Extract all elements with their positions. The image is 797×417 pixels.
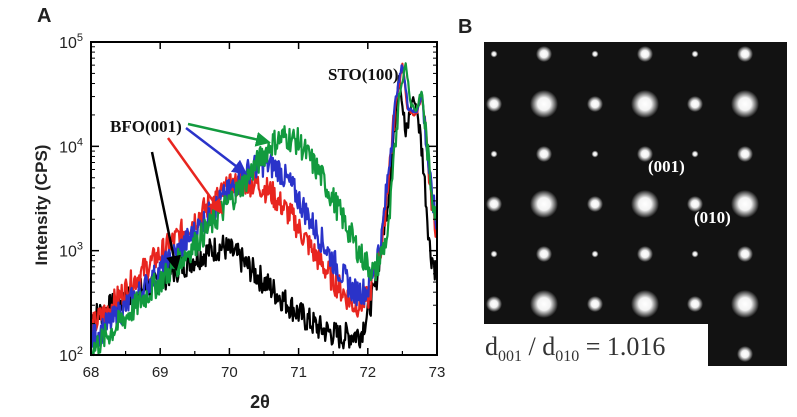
bfo-annotation: BFO(001) <box>110 117 182 136</box>
diffraction-spot <box>591 150 599 158</box>
bfo-arrow-1 <box>150 151 181 271</box>
x-tick-label: 70 <box>221 364 238 381</box>
diffraction-spot <box>490 150 498 158</box>
x-axis-label: 2θ <box>250 392 270 412</box>
diffraction-spot <box>587 296 603 312</box>
diffraction-spot <box>490 250 498 258</box>
tick-layer: 68 69 70 71 72 73 102 103 104 105 <box>59 32 445 381</box>
diffraction-spot <box>530 190 558 218</box>
diffraction-spot <box>637 146 653 162</box>
sto-annotation: STO(100) <box>328 65 399 84</box>
spot-label-001: (001) <box>648 157 685 176</box>
diffraction-spot <box>731 290 759 318</box>
diffraction-spot <box>486 296 502 312</box>
y-tick-label: 103 <box>59 241 83 261</box>
diffraction-spot <box>687 96 703 112</box>
diffraction-pattern <box>484 42 787 366</box>
y-tick-label: 105 <box>59 32 83 52</box>
diffraction-spot <box>536 46 552 62</box>
diffraction-spot <box>737 146 753 162</box>
diffraction-spot <box>737 346 753 362</box>
diffraction-spot <box>591 50 599 58</box>
diffraction-spot <box>691 250 699 258</box>
diffraction-spot <box>637 46 653 62</box>
diffraction-spot <box>737 246 753 262</box>
diffraction-spot <box>631 90 659 118</box>
bfo-arrow-4 <box>187 122 271 147</box>
y-tick-label: 104 <box>59 136 83 156</box>
bfo-arrow-3 <box>185 127 248 175</box>
diffraction-spot <box>587 196 603 212</box>
x-tick-label: 69 <box>152 364 169 381</box>
diffraction-spot <box>731 90 759 118</box>
diffraction-spot <box>637 246 653 262</box>
diffraction-spot <box>687 296 703 312</box>
panel-b-label: B <box>458 16 473 38</box>
diffraction-spot <box>731 190 759 218</box>
series-line-3 <box>89 64 438 349</box>
diffraction-spot <box>587 96 603 112</box>
diffraction-spot <box>536 146 552 162</box>
x-tick-label: 73 <box>429 364 446 381</box>
diffraction-spot <box>691 150 699 158</box>
spot-label-010: (010) <box>694 208 731 227</box>
diffraction-spot <box>631 290 659 318</box>
diffraction-spot <box>486 196 502 212</box>
arrow-layer <box>150 122 271 271</box>
diffraction-spot <box>490 50 498 58</box>
diffraction-spot <box>737 46 753 62</box>
diffraction-spot <box>530 290 558 318</box>
ratio-box <box>476 324 708 368</box>
x-tick-label: 68 <box>83 364 100 381</box>
d-spacing-ratio: d001 / d010 = 1.016 <box>485 332 666 366</box>
series-line-4 <box>89 62 438 357</box>
y-tick-label: 102 <box>59 345 83 365</box>
x-tick-label: 72 <box>359 364 376 381</box>
diffraction-spot <box>591 250 599 258</box>
diffraction-spot <box>530 90 558 118</box>
panel-a-label: A <box>37 5 52 27</box>
diffraction-spot <box>691 50 699 58</box>
diffraction-spot <box>486 96 502 112</box>
diffraction-spots <box>486 46 759 362</box>
diffraction-spot <box>536 246 552 262</box>
bfo-arrow-2 <box>166 137 223 215</box>
diffraction-spot <box>631 190 659 218</box>
diffraction-spot <box>687 196 703 212</box>
x-tick-label: 71 <box>290 364 307 381</box>
series-layer <box>89 62 438 357</box>
